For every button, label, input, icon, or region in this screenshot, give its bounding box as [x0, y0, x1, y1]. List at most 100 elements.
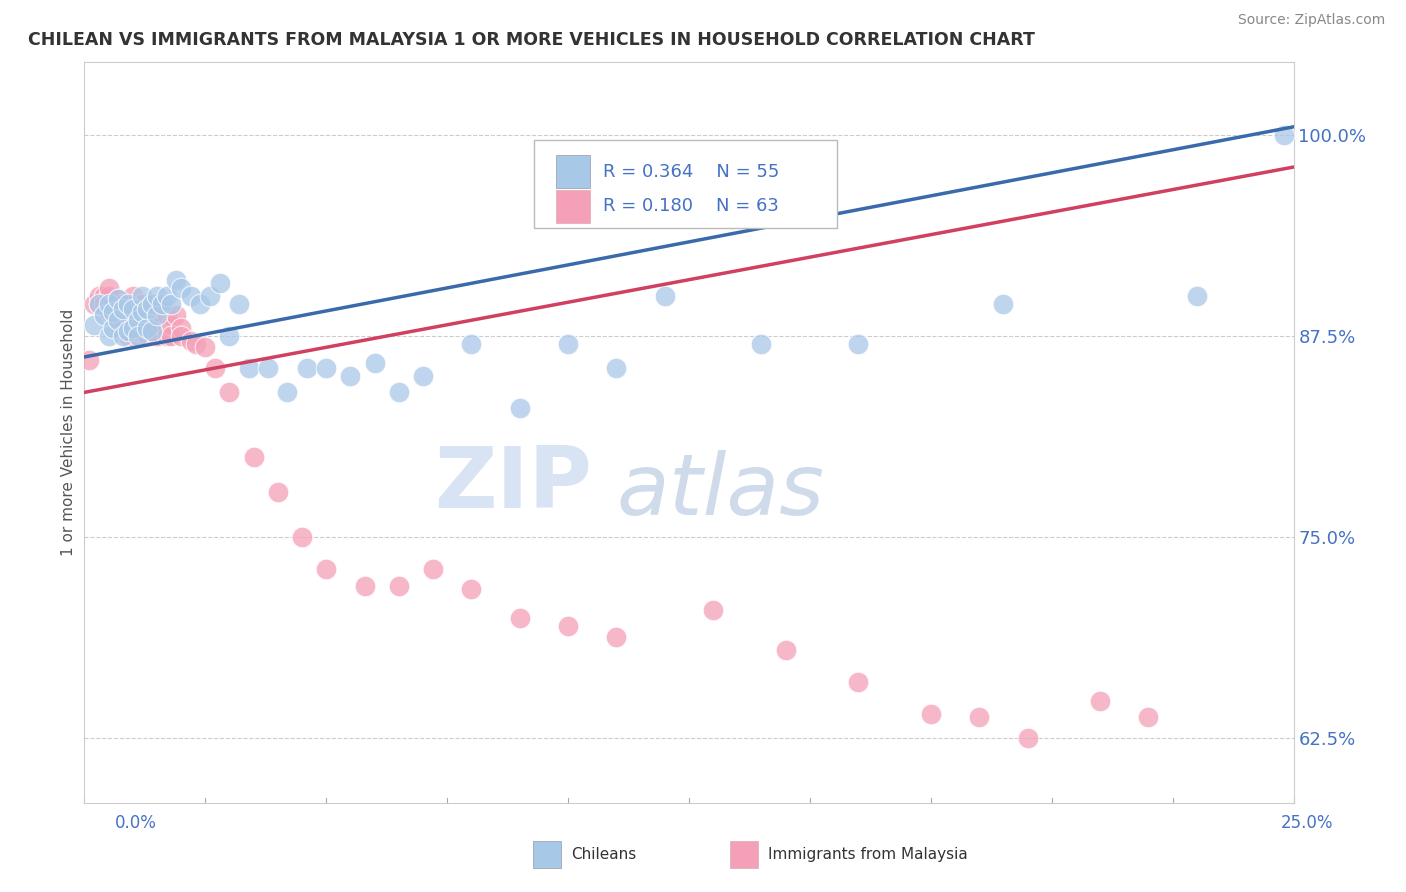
Point — [180, 289, 202, 303]
Point — [136, 321, 159, 335]
Text: Immigrants from Malaysia: Immigrants from Malaysia — [768, 847, 967, 862]
Point — [654, 289, 676, 303]
Point — [141, 297, 163, 311]
Point — [170, 329, 193, 343]
Point — [141, 321, 163, 335]
Point — [83, 297, 105, 311]
Point — [93, 297, 115, 311]
Point — [388, 578, 411, 592]
Point — [131, 305, 153, 319]
Point — [117, 324, 139, 338]
Point — [107, 313, 129, 327]
Point — [150, 297, 173, 311]
Point — [605, 361, 627, 376]
Point — [97, 281, 120, 295]
Point — [557, 337, 579, 351]
Point — [87, 289, 110, 303]
Point — [97, 297, 120, 311]
Point — [775, 643, 797, 657]
Point — [93, 308, 115, 322]
Point — [160, 318, 183, 332]
Point — [141, 324, 163, 338]
Point — [846, 675, 869, 690]
Point — [509, 401, 531, 416]
Point — [180, 334, 202, 348]
Point — [127, 301, 149, 316]
Point — [204, 361, 226, 376]
Point — [77, 353, 100, 368]
Point — [165, 273, 187, 287]
Point — [121, 289, 143, 303]
Point — [146, 289, 169, 303]
Point — [117, 329, 139, 343]
Point — [121, 329, 143, 343]
Point — [107, 292, 129, 306]
Point — [218, 385, 240, 400]
Point — [87, 297, 110, 311]
Point — [242, 450, 264, 464]
Point — [83, 318, 105, 332]
Point — [702, 602, 724, 616]
Point — [194, 340, 217, 354]
Point — [267, 485, 290, 500]
Point — [460, 337, 482, 351]
Point — [131, 289, 153, 303]
Point — [605, 630, 627, 644]
Text: Chileans: Chileans — [571, 847, 636, 862]
Point — [388, 385, 411, 400]
Point — [112, 321, 135, 335]
Point — [412, 369, 434, 384]
Point — [1185, 289, 1208, 303]
Text: Source: ZipAtlas.com: Source: ZipAtlas.com — [1237, 13, 1385, 28]
Point — [208, 276, 231, 290]
Text: R = 0.180    N = 63: R = 0.180 N = 63 — [603, 197, 779, 216]
Point — [103, 297, 125, 311]
Point — [141, 301, 163, 316]
Point — [354, 578, 377, 592]
Point — [160, 297, 183, 311]
Point — [121, 305, 143, 319]
Point — [150, 318, 173, 332]
Point — [967, 710, 990, 724]
Point — [460, 582, 482, 596]
Point — [155, 308, 177, 322]
Point — [146, 329, 169, 343]
Point — [422, 562, 444, 576]
Point — [160, 329, 183, 343]
Point — [1088, 694, 1111, 708]
Point — [339, 369, 361, 384]
Point — [1137, 710, 1160, 724]
Point — [112, 301, 135, 316]
Point — [165, 308, 187, 322]
Point — [218, 329, 240, 343]
Text: 0.0%: 0.0% — [115, 814, 157, 831]
Point — [170, 321, 193, 335]
Point — [257, 361, 280, 376]
Point — [87, 297, 110, 311]
Point — [150, 297, 173, 311]
Point — [121, 301, 143, 316]
Point — [136, 305, 159, 319]
Point — [112, 329, 135, 343]
Point — [276, 385, 298, 400]
Point — [117, 308, 139, 322]
Point — [155, 289, 177, 303]
Point — [131, 297, 153, 311]
Text: R = 0.364    N = 55: R = 0.364 N = 55 — [603, 162, 779, 181]
Point — [315, 562, 337, 576]
Point — [184, 337, 207, 351]
Point — [136, 329, 159, 343]
Point — [363, 356, 385, 370]
Point — [557, 619, 579, 633]
Point — [112, 297, 135, 311]
Point — [93, 289, 115, 303]
Point — [146, 308, 169, 322]
Point — [1272, 128, 1295, 142]
Point — [1017, 731, 1039, 746]
Text: ZIP: ZIP — [434, 443, 592, 526]
Point — [127, 324, 149, 338]
Point — [97, 305, 120, 319]
Point — [155, 329, 177, 343]
Point — [146, 308, 169, 322]
Point — [509, 610, 531, 624]
